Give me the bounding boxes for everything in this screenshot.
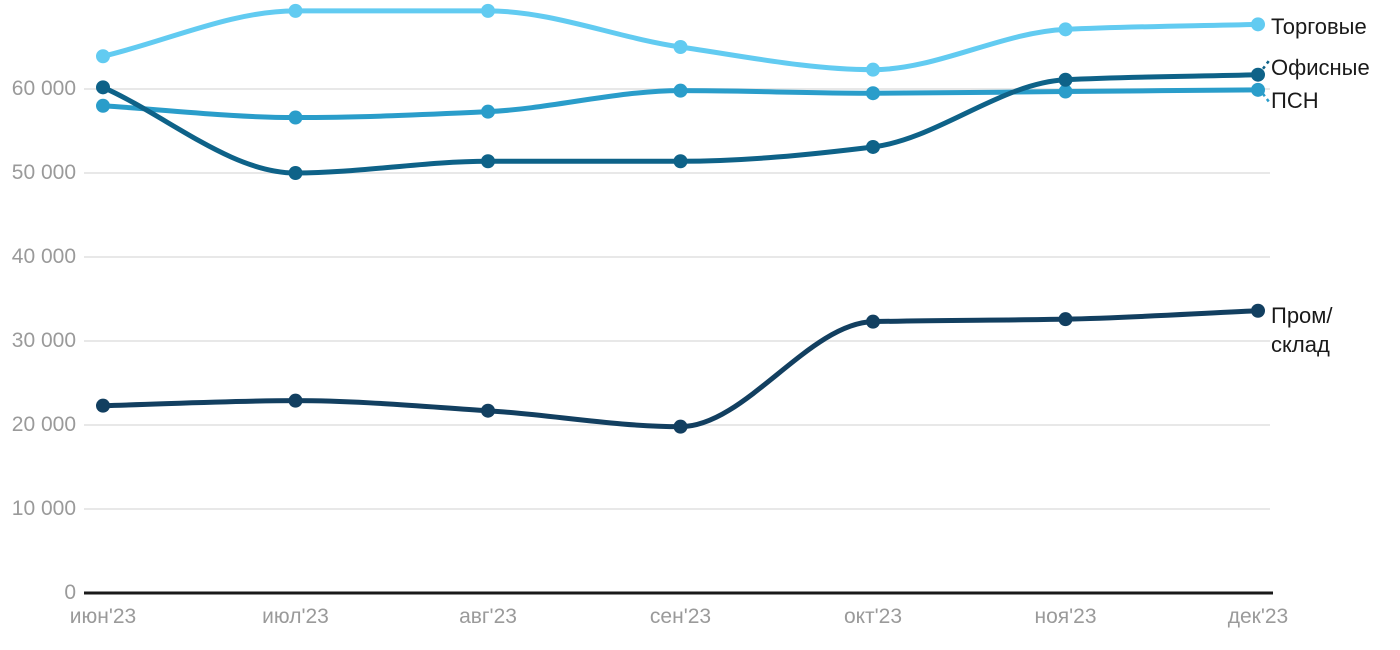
y-tick-label: 20 000 <box>11 413 76 436</box>
data-point-prom-sklad <box>866 314 880 329</box>
data-point-torgovye <box>673 40 688 54</box>
x-tick-label: июн'23 <box>69 605 137 628</box>
y-tick-label: 0 <box>64 581 76 604</box>
data-point-psn <box>673 83 688 98</box>
data-point-prom-sklad <box>96 398 110 413</box>
y-tick-label: 30 000 <box>11 329 76 352</box>
data-point-torgovye <box>866 62 880 77</box>
data-point-torgovye <box>1058 22 1073 37</box>
data-point-prom-sklad <box>1251 303 1265 318</box>
data-point-psn <box>288 110 303 125</box>
series-label-ofisnye: Офисные <box>1271 54 1370 80</box>
x-tick-label: июл'23 <box>262 605 329 628</box>
y-tick-label: 40 000 <box>11 245 76 268</box>
series-label-prom-sklad: Пром/склад <box>1271 302 1333 357</box>
x-tick-label: дек'23 <box>1227 605 1289 628</box>
data-point-torgovye <box>481 3 495 18</box>
data-point-ofisnye <box>866 139 880 154</box>
data-point-ofisnye <box>481 154 495 169</box>
x-tick-label: авг'23 <box>459 605 517 628</box>
data-point-prom-sklad <box>1058 312 1073 327</box>
data-point-psn <box>481 104 495 119</box>
label-connector-ofisnye <box>1262 59 1270 70</box>
data-point-prom-sklad <box>288 393 303 408</box>
data-point-ofisnye <box>1251 67 1265 82</box>
series-label-torgovye: Торговые <box>1271 14 1367 40</box>
data-point-prom-sklad <box>673 419 688 434</box>
y-tick-label: 10 000 <box>11 497 76 520</box>
data-point-ofisnye <box>673 154 688 169</box>
data-point-psn <box>96 98 110 113</box>
data-point-torgovye <box>1251 17 1265 32</box>
data-point-torgovye <box>96 49 110 64</box>
data-point-torgovye <box>288 3 303 18</box>
data-point-psn <box>1058 84 1073 99</box>
x-tick-label: окт'23 <box>843 605 903 628</box>
y-tick-label: 50 000 <box>11 161 76 184</box>
y-tick-label: 60 000 <box>11 77 76 100</box>
data-point-ofisnye <box>288 166 303 180</box>
series-line-prom-sklad <box>100 308 1261 430</box>
data-point-psn <box>1251 82 1265 97</box>
label-connector-psn <box>1262 93 1270 103</box>
data-point-psn <box>866 86 880 101</box>
x-tick-label: сен'23 <box>649 605 712 628</box>
data-point-prom-sklad <box>481 403 495 418</box>
data-point-ofisnye <box>1058 72 1073 87</box>
data-point-ofisnye <box>96 80 110 95</box>
x-tick-label: ноя'23 <box>1034 605 1097 628</box>
series-label-psn: ПСН <box>1271 87 1319 113</box>
